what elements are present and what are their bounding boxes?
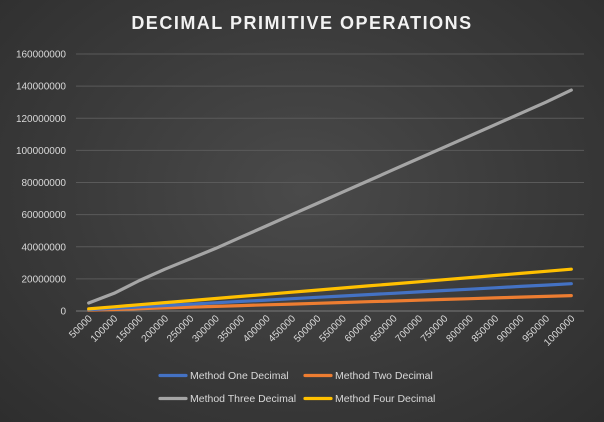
x-tick-label: 550000 (317, 313, 349, 345)
x-tick-label: 200000 (140, 313, 172, 345)
legend-label: Method Four Decimal (335, 393, 435, 405)
x-tick-label: 650000 (368, 313, 400, 345)
y-tick-label: 20000000 (22, 274, 67, 285)
x-tick-label: 700000 (394, 313, 426, 345)
x-tick-label: 750000 (419, 313, 451, 345)
x-tick-label: 450000 (267, 313, 299, 345)
y-tick-label: 80000000 (22, 178, 67, 189)
series-line-3 (87, 88, 573, 305)
x-tick-label: 350000 (216, 313, 248, 345)
series-line-1 (87, 282, 573, 312)
y-tick-label: 0 (60, 307, 66, 318)
x-tick-label: 600000 (343, 313, 375, 345)
y-tick-label: 160000000 (16, 50, 66, 61)
x-tick-label: 500000 (292, 313, 324, 345)
series-lines (87, 88, 573, 312)
x-tick-label: 150000 (114, 313, 146, 345)
y-tick-label: 60000000 (22, 210, 67, 221)
gridlines (76, 53, 584, 312)
y-tick-label: 120000000 (16, 114, 66, 125)
x-tick-label: 900000 (495, 313, 527, 345)
series-line-2 (87, 294, 573, 312)
y-axis: 0 20000000 40000000 60000000 80000000 1000000… (16, 50, 67, 318)
chart-title: DECIMAL PRIMITIVE OPERATIONS (131, 13, 472, 33)
y-tick-label: 100000000 (16, 146, 66, 157)
x-tick-label: 300000 (190, 313, 222, 345)
x-tick-label: 250000 (165, 313, 197, 345)
legend-label: Method Two Decimal (335, 370, 433, 382)
series-line-4 (87, 267, 573, 311)
y-tick-label: 40000000 (22, 242, 67, 253)
legend-label: Method One Decimal (190, 370, 289, 382)
x-axis: 5000010000015000020000025000030000035000… (67, 310, 584, 349)
y-tick-label: 140000000 (16, 82, 66, 93)
x-tick-label: 100000 (89, 313, 121, 345)
x-tick-label: 400000 (241, 313, 273, 345)
legend-label: Method Three Decimal (190, 393, 296, 405)
x-tick-label: 850000 (470, 313, 502, 345)
legend: Method One Decimal Method Two Decimal Meth… (158, 370, 435, 405)
x-tick-label: 800000 (444, 313, 476, 345)
